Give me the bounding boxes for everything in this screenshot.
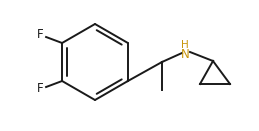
Text: H: H	[181, 40, 189, 50]
Text: N: N	[181, 48, 189, 61]
Text: F: F	[37, 29, 44, 42]
Text: F: F	[37, 83, 44, 95]
